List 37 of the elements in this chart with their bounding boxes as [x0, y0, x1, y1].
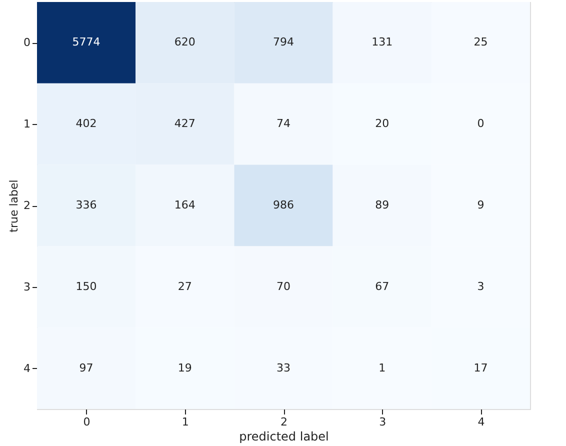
data-label: 3 [477, 280, 484, 293]
data-label: 67 [375, 280, 390, 293]
data-label: 986 [273, 198, 294, 212]
data-label: 17 [474, 361, 488, 374]
y-tick-label: 3 [24, 280, 30, 294]
data-label: 20 [375, 117, 390, 130]
data-label: 1 [378, 361, 386, 374]
x-tick-label: 2 [280, 416, 288, 428]
y-tick-label: 0 [24, 36, 30, 50]
y-tick-label: 2 [24, 199, 30, 212]
data-label: 27 [178, 280, 192, 293]
data-label: 0 [477, 117, 484, 130]
data-label: 74 [276, 117, 290, 130]
data-label: 131 [372, 36, 393, 49]
data-label: 402 [76, 117, 97, 130]
y-axis-title: true label [8, 180, 20, 232]
data-label: 427 [174, 117, 196, 130]
data-label: 89 [375, 198, 390, 212]
data-label: 33 [276, 361, 290, 374]
x-tick-label: 1 [182, 416, 189, 428]
data-label: 97 [79, 361, 94, 374]
data-label: 9 [477, 198, 484, 212]
data-label: 5774 [72, 36, 100, 49]
data-label: 336 [76, 198, 97, 212]
data-label: 70 [276, 280, 290, 293]
x-tick-label: 4 [478, 416, 485, 428]
data-label: 164 [174, 198, 196, 212]
x-tick-label: 0 [83, 416, 90, 428]
x-tick-label: 3 [379, 416, 386, 428]
data-label: 794 [273, 36, 294, 49]
y-tick-label: 1 [24, 118, 30, 131]
data-label: 19 [178, 361, 192, 374]
data-label: 150 [76, 280, 97, 293]
data-label: 620 [174, 36, 196, 49]
x-axis-title: predicted label [239, 430, 329, 444]
y-tick-label: 4 [24, 362, 30, 375]
data-label: 25 [474, 36, 488, 49]
